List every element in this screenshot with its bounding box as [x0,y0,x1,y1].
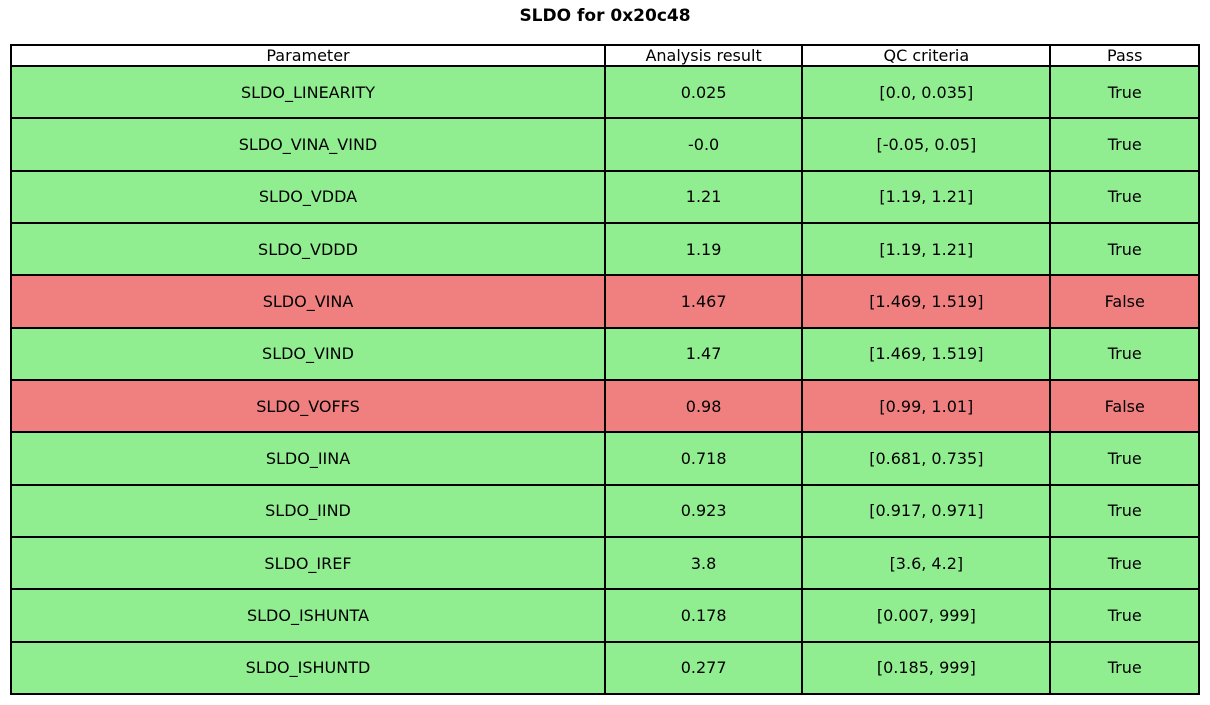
cell-pass: True [1049,431,1200,486]
cell-qc-criteria: [1.19, 1.21] [801,221,1052,277]
cell-analysis-result: 0.923 [603,483,804,538]
column-header-parameter: Parameter [10,44,606,67]
table-row: SLDO_VINA_VIND -0.0 [-0.05, 0.05] True [10,117,1200,172]
cell-pass: False [1049,274,1200,329]
cell-qc-criteria: [-0.05, 0.05] [801,117,1052,172]
cell-parameter: SLDO_VOFFS [10,378,606,434]
cell-parameter: SLDO_IREF [10,535,606,591]
table-body: SLDO_LINEARITY 0.025 [0.0, 0.035] True S… [10,64,1200,696]
cell-qc-criteria: [0.0, 0.035] [801,64,1052,120]
table-row: SLDO_LINEARITY 0.025 [0.0, 0.035] True [10,64,1200,120]
cell-analysis-result: 0.178 [603,588,804,643]
header-row: Parameter Analysis result QC criteria Pa… [10,44,1200,67]
cell-qc-criteria: [0.007, 999] [801,588,1052,643]
column-header-analysis-result: Analysis result [603,44,804,67]
cell-analysis-result: 3.8 [603,535,804,591]
cell-parameter: SLDO_ISHUNTA [10,588,606,643]
cell-pass: True [1049,326,1200,381]
page-title: SLDO for 0x20c48 [519,6,691,26]
table-row: SLDO_VOFFS 0.98 [0.99, 1.01] False [10,378,1200,434]
table-row: SLDO_ISHUNTA 0.178 [0.007, 999] True [10,588,1200,643]
cell-pass: True [1049,64,1200,120]
table-row: SLDO_VDDD 1.19 [1.19, 1.21] True [10,221,1200,277]
cell-parameter: SLDO_LINEARITY [10,64,606,120]
cell-parameter: SLDO_VIND [10,326,606,381]
cell-pass: True [1049,535,1200,591]
column-header-pass: Pass [1049,44,1200,67]
cell-analysis-result: 1.467 [603,274,804,329]
cell-pass: True [1049,117,1200,172]
cell-qc-criteria: [0.681, 0.735] [801,431,1052,486]
cell-analysis-result: 1.21 [603,169,804,224]
column-header-qc-criteria: QC criteria [801,44,1052,67]
cell-analysis-result: 0.718 [603,431,804,486]
cell-pass: True [1049,483,1200,538]
table-row: SLDO_IREF 3.8 [3.6, 4.2] True [10,535,1200,591]
cell-pass: True [1049,221,1200,277]
cell-analysis-result: 0.98 [603,378,804,434]
cell-parameter: SLDO_VDDD [10,221,606,277]
cell-qc-criteria: [0.99, 1.01] [801,378,1052,434]
table-row: SLDO_VDDA 1.21 [1.19, 1.21] True [10,169,1200,224]
cell-analysis-result: 0.277 [603,640,804,696]
cell-qc-criteria: [0.185, 999] [801,640,1052,696]
table-row: SLDO_VINA 1.467 [1.469, 1.519] False [10,274,1200,329]
table-row: SLDO_IIND 0.923 [0.917, 0.971] True [10,483,1200,538]
cell-qc-criteria: [0.917, 0.971] [801,483,1052,538]
cell-parameter: SLDO_IIND [10,483,606,538]
cell-pass: True [1049,588,1200,643]
table-row: SLDO_IINA 0.718 [0.681, 0.735] True [10,431,1200,486]
cell-parameter: SLDO_IINA [10,431,606,486]
table-row: SLDO_VIND 1.47 [1.469, 1.519] True [10,326,1200,381]
table-header: Parameter Analysis result QC criteria Pa… [10,44,1200,67]
cell-pass: False [1049,378,1200,434]
cell-qc-criteria: [1.19, 1.21] [801,169,1052,224]
table-row: SLDO_ISHUNTD 0.277 [0.185, 999] True [10,640,1200,696]
cell-parameter: SLDO_VDDA [10,169,606,224]
cell-parameter: SLDO_ISHUNTD [10,640,606,696]
cell-parameter: SLDO_VINA_VIND [10,117,606,172]
cell-parameter: SLDO_VINA [10,274,606,329]
cell-analysis-result: -0.0 [603,117,804,172]
cell-analysis-result: 0.025 [603,64,804,120]
cell-qc-criteria: [1.469, 1.519] [801,274,1052,329]
cell-analysis-result: 1.47 [603,326,804,381]
cell-pass: True [1049,640,1200,696]
cell-qc-criteria: [1.469, 1.519] [801,326,1052,381]
qc-table: Parameter Analysis result QC criteria Pa… [10,44,1200,696]
cell-pass: True [1049,169,1200,224]
cell-analysis-result: 1.19 [603,221,804,277]
cell-qc-criteria: [3.6, 4.2] [801,535,1052,591]
